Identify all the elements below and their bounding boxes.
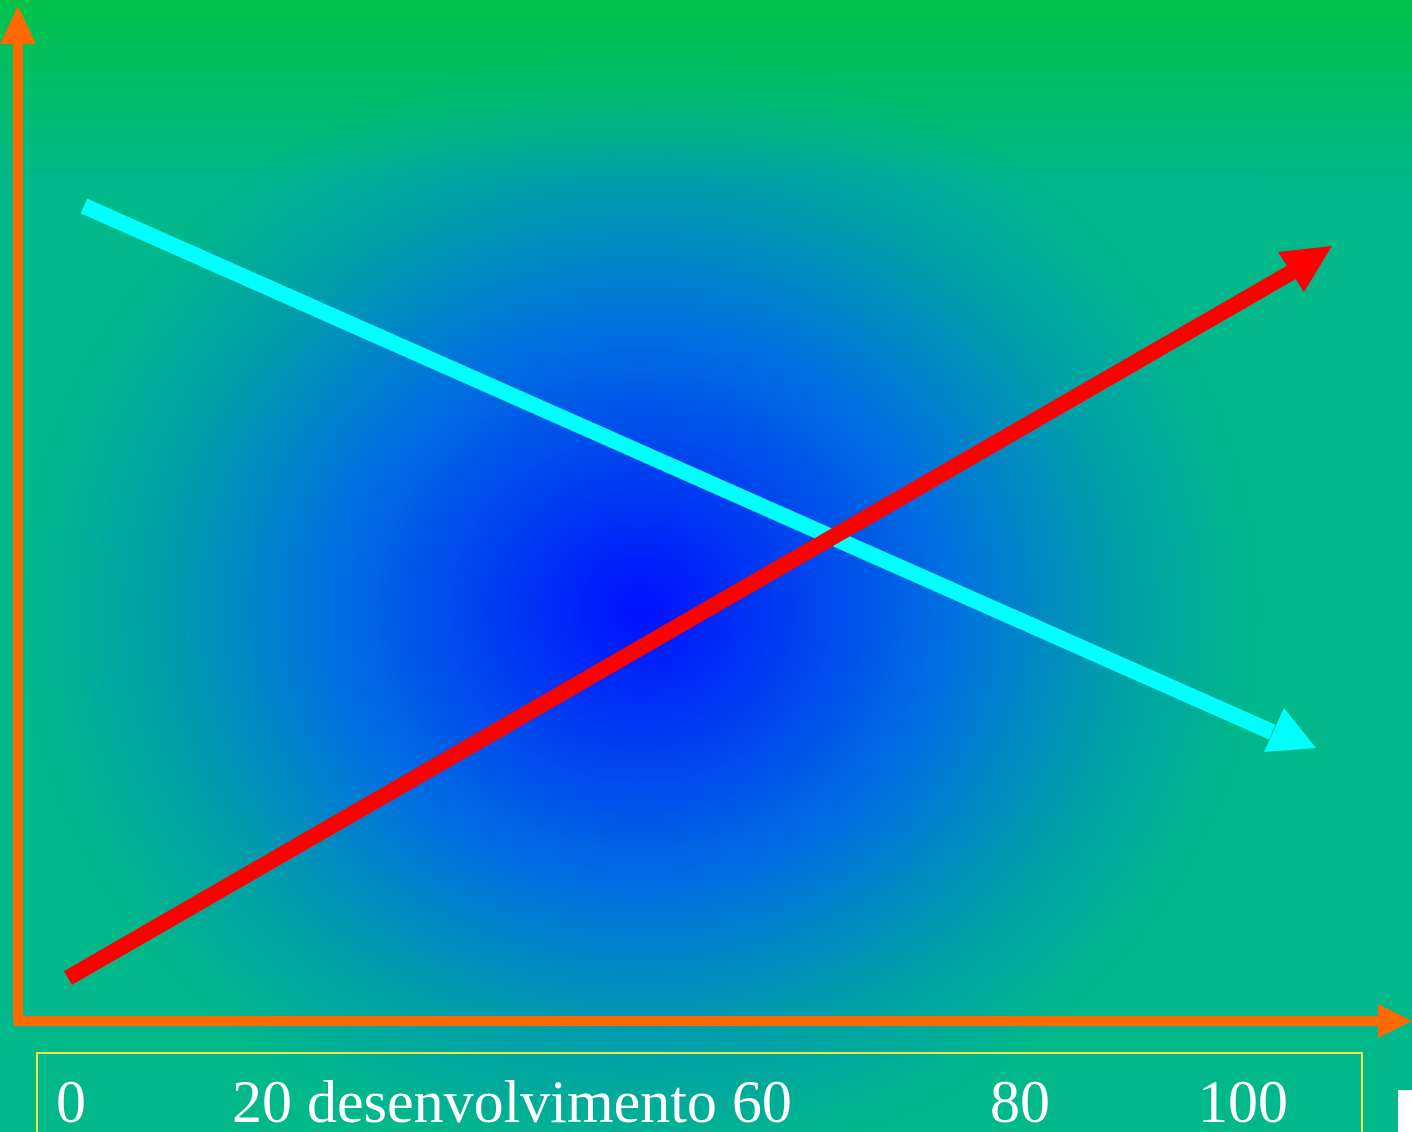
x-axis-label-box: [36, 1052, 1363, 1132]
x-tick-label-100: 100: [1198, 1069, 1288, 1132]
background-glow: [0, 0, 1412, 180]
y-axis-arrowhead: [0, 6, 36, 44]
x-tick-label-0: 0: [56, 1069, 86, 1132]
x-tick-label-80: 80: [990, 1069, 1050, 1132]
x-axis-arrowhead: [1378, 1004, 1412, 1038]
falling-arrow-line: [80, 198, 1276, 740]
corner-mark: [1398, 1090, 1412, 1132]
falling-arrow-head: [1264, 708, 1316, 752]
rising-arrow-head: [1278, 246, 1332, 292]
rising-arrow-line: [64, 265, 1296, 985]
x-tick-label-20-desenvolvimento-60: 20 desenvolvimento 60: [232, 1069, 792, 1132]
